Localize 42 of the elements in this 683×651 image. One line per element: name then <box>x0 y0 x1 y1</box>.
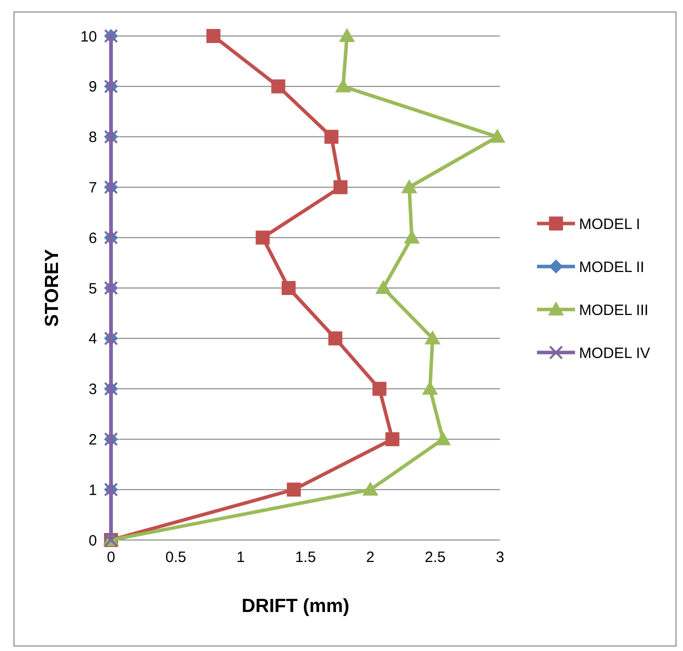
x-tick-label: 2.5 <box>424 549 446 566</box>
y-tick-label: 3 <box>88 381 97 398</box>
point <box>404 230 420 244</box>
y-tick-label: 6 <box>88 230 97 247</box>
y-tick-label: 1 <box>88 482 97 499</box>
x-tick-label: 3 <box>496 549 504 566</box>
x-tick-label: 1.5 <box>295 549 316 566</box>
point <box>362 482 378 496</box>
point <box>324 130 338 144</box>
y-tick-label: 4 <box>88 330 97 348</box>
y-axis-title: STOREY <box>42 248 63 327</box>
legend-label: MODEL IV <box>579 344 650 362</box>
point <box>385 432 400 446</box>
y-tick-label: 7 <box>88 179 97 196</box>
point <box>328 331 342 346</box>
y-tick-label: 9 <box>88 78 97 96</box>
x-tick-label: 0 <box>106 549 116 566</box>
point <box>338 28 355 42</box>
point <box>424 330 441 344</box>
point <box>401 179 418 194</box>
point <box>282 281 296 295</box>
legend-label: MODEL III <box>579 302 648 319</box>
y-tick-label: 2 <box>88 431 97 448</box>
point <box>334 180 348 194</box>
x-tick-label: 0.5 <box>165 549 186 566</box>
legend-label: MODEL I <box>579 216 640 233</box>
x-axis-title: DRIFT (mm) <box>242 596 350 617</box>
y-tick-label: 0 <box>88 532 97 550</box>
point <box>375 280 392 294</box>
point <box>372 382 386 396</box>
point <box>335 78 352 92</box>
y-tick-label: 8 <box>88 129 97 146</box>
point <box>206 29 220 43</box>
legend-label: MODEL II <box>579 258 644 276</box>
x-tick-label: 1 <box>236 549 245 566</box>
y-tick-label: 5 <box>88 280 97 298</box>
y-tick-label: 10 <box>80 28 97 46</box>
point <box>286 482 301 497</box>
x-tick-label: 2 <box>366 549 375 566</box>
point <box>271 79 286 94</box>
point <box>256 230 270 245</box>
point <box>489 128 506 143</box>
